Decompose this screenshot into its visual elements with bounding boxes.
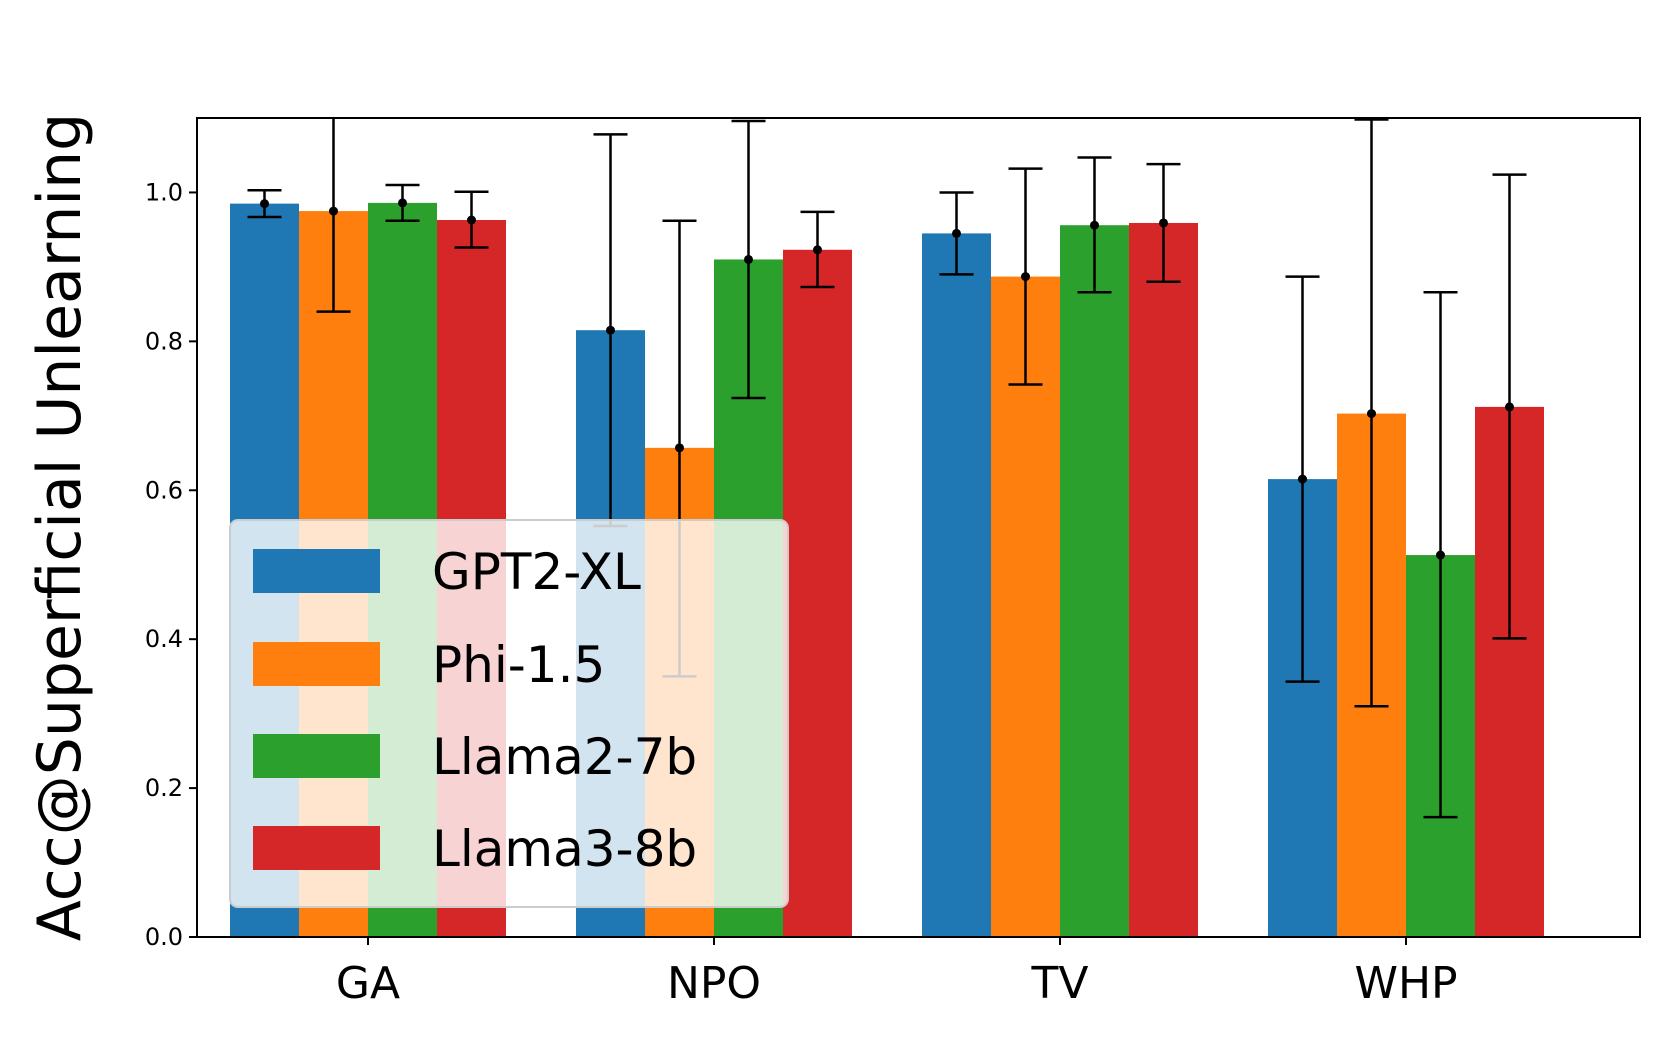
errorbar-gpt2-xl-npo-marker: [606, 325, 615, 335]
legend-label-gpt2-xl: GPT2-XL: [432, 543, 641, 601]
errorbar-llama2-7b-npo-marker: [744, 254, 753, 264]
x-tick-label: NPO: [667, 958, 761, 1009]
errorbar-phi-1.5-ga-marker: [329, 206, 338, 216]
legend-swatch-llama2-7b: [253, 734, 380, 778]
y-tick-label: 0.8: [145, 327, 183, 355]
errorbar-phi-1.5-whp-marker: [1367, 409, 1376, 419]
errorbar-gpt2-xl-tv-marker: [952, 228, 961, 238]
y-tick-label: 0.4: [145, 625, 183, 653]
legend: GPT2-XL Phi-1.5 Llama2-7b Llama3-8b: [229, 519, 789, 908]
y-axis-ticks: 0.0 0.2 0.4 0.6 0.8 1.0: [145, 178, 197, 951]
errorbar-llama2-7b-whp-marker: [1436, 550, 1445, 560]
bars-group: [230, 202, 1544, 937]
bar-llama3-8b-npo: [783, 249, 852, 937]
errorbar-llama3-8b-whp-marker: [1505, 402, 1514, 412]
y-axis-title: Acc@Superficial Unlearning: [25, 113, 95, 941]
legend-swatch-phi-1.5: [253, 642, 380, 686]
errorbar-phi-1.5-npo-marker: [675, 443, 684, 453]
plot-frame: [196, 117, 1641, 938]
legend-label-llama3-8b: Llama3-8b: [432, 820, 697, 878]
x-tick-label: WHP: [1354, 958, 1457, 1009]
legend-frame: [229, 519, 789, 908]
bar-gpt2-xl-tv: [922, 233, 991, 937]
errorbar-llama3-8b-ga-marker: [467, 215, 476, 225]
errorbar-gpt2-xl-whp-marker: [1298, 474, 1307, 484]
bar-llama3-8b-tv: [1129, 222, 1198, 937]
errorbar-gpt2-xl-ga-marker: [260, 199, 269, 209]
x-tick-label: GA: [336, 958, 400, 1009]
errorbar-llama3-8b-npo-marker: [813, 245, 822, 255]
errorbar-llama2-7b-tv-marker: [1090, 220, 1099, 230]
x-tick-label: TV: [1031, 958, 1089, 1009]
y-tick-label: 0.2: [145, 774, 183, 802]
y-tick-label: 0.6: [145, 476, 183, 504]
y-tick-label: 0.0: [145, 923, 183, 951]
errorbar-llama3-8b-tv-marker: [1159, 218, 1168, 228]
legend-swatch-llama3-8b: [253, 826, 380, 870]
legend-label-llama2-7b: Llama2-7b: [432, 728, 697, 786]
errorbar-llama2-7b-ga-marker: [398, 198, 407, 208]
y-tick-label: 1.0: [145, 178, 183, 206]
bar-phi-1.5-tv: [991, 276, 1060, 937]
x-axis-ticks: GA NPO TV WHP: [336, 937, 1458, 1009]
legend-label-phi-1.5: Phi-1.5: [432, 636, 605, 694]
legend-swatch-gpt2-xl: [253, 549, 380, 593]
bar-llama2-7b-tv: [1060, 225, 1129, 937]
errorbar-phi-1.5-tv-marker: [1021, 272, 1030, 282]
